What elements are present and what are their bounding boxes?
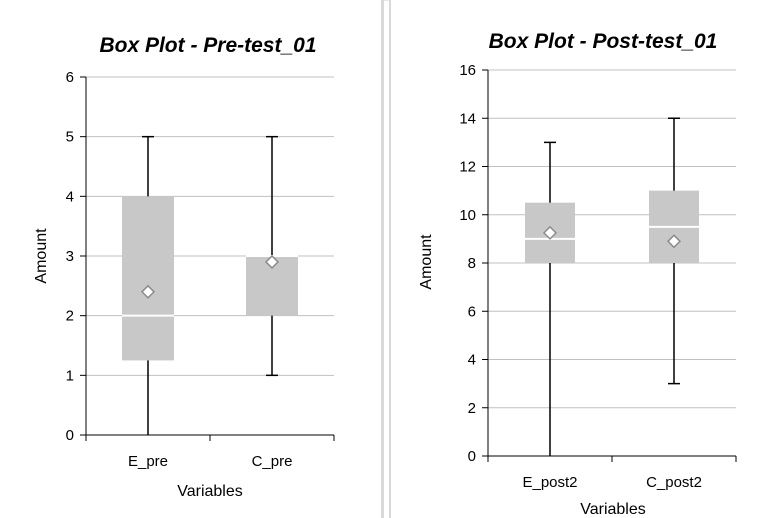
chart-title: Box Plot - Post-test_01 — [489, 30, 718, 53]
y-tick-label: 8 — [468, 255, 476, 272]
y-tick-label: 1 — [66, 367, 74, 384]
y-tick-label: 10 — [459, 207, 476, 224]
y-tick-label: 2 — [468, 400, 476, 417]
y-tick-label: 4 — [66, 188, 74, 205]
y-tick-label: 5 — [66, 129, 74, 146]
y-tick-label: 4 — [468, 352, 476, 369]
mean-marker — [140, 284, 156, 299]
y-tick-label: 2 — [66, 308, 74, 325]
x-axis-label: Variables — [177, 483, 243, 500]
x-axis-label: Variables — [580, 501, 646, 518]
y-tick-label: 0 — [66, 427, 74, 444]
y-axis-label: Amount — [418, 234, 435, 290]
chart-title: Box Plot - Pre-test_01 — [99, 34, 316, 57]
y-tick-label: 6 — [66, 69, 74, 86]
x-tick-label: C_pre — [252, 453, 293, 470]
y-tick-label: 6 — [468, 303, 476, 320]
y-tick-label: 12 — [459, 159, 476, 176]
chart-panel-pre-test: Box Plot - Pre-test_01 Variables Amount … — [0, 0, 384, 518]
box-plot-post-test: Box Plot - Post-test_01 Variables Amount… — [418, 30, 737, 518]
y-tick-label: 14 — [459, 110, 476, 127]
y-tick-label: 0 — [468, 448, 476, 465]
y-axis-label: Amount — [33, 228, 50, 284]
y-tick-label: 3 — [66, 248, 74, 265]
x-tick-label: E_pre — [128, 453, 168, 470]
chart-panel-post-test: Box Plot - Post-test_01 Variables Amount… — [389, 0, 773, 518]
box-iqr — [122, 196, 174, 361]
box-plot-pre-test: Box Plot - Pre-test_01 Variables Amount … — [33, 34, 335, 500]
y-tick-label: 16 — [459, 62, 476, 79]
top-frame-line — [0, 0, 773, 6]
mean-marker — [264, 254, 280, 270]
mean-marker — [666, 234, 682, 249]
mean-marker — [542, 225, 558, 240]
x-tick-label: C_post2 — [646, 474, 702, 491]
x-tick-label: E_post2 — [522, 474, 577, 491]
